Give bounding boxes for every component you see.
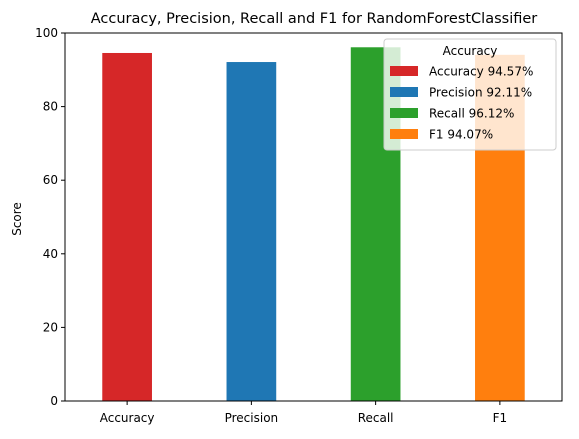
bar-precision [226, 62, 277, 402]
legend-swatch [390, 66, 418, 76]
legend-title: Accuracy [443, 44, 498, 58]
legend-entry: Recall 96.12% [429, 107, 514, 121]
y-tick-label: 20 [43, 320, 58, 334]
plot-frame [64, 32, 563, 402]
legend-box [383, 38, 557, 151]
legend-swatch [390, 87, 418, 97]
y-tick-label: 80 [43, 100, 58, 114]
x-tick-label: Precision [225, 411, 279, 425]
y-tick-label: 40 [43, 247, 58, 261]
y-tick-label: 0 [50, 394, 58, 408]
x-tick-label: Recall [358, 411, 394, 425]
legend: Accuracy Accuracy 94.57% Precision 92.11% R… [383, 38, 557, 151]
legend-swatch [390, 108, 418, 118]
legend-entry: Precision 92.11% [429, 86, 532, 100]
legend-entry: Accuracy 94.57% [429, 65, 533, 79]
x-tick-label: Accuracy [100, 411, 155, 425]
x-tick-label: F1 [493, 411, 508, 425]
legend-entry: F1 94.07% [429, 128, 493, 142]
chart-title: Accuracy, Precision, Recall and F1 for R… [91, 11, 538, 27]
y-tick-label: 60 [43, 173, 58, 187]
legend-swatch [390, 129, 418, 139]
bar-accuracy [102, 52, 152, 402]
y-tick-label: 100 [35, 26, 58, 40]
y-axis-label: Score [10, 202, 24, 236]
